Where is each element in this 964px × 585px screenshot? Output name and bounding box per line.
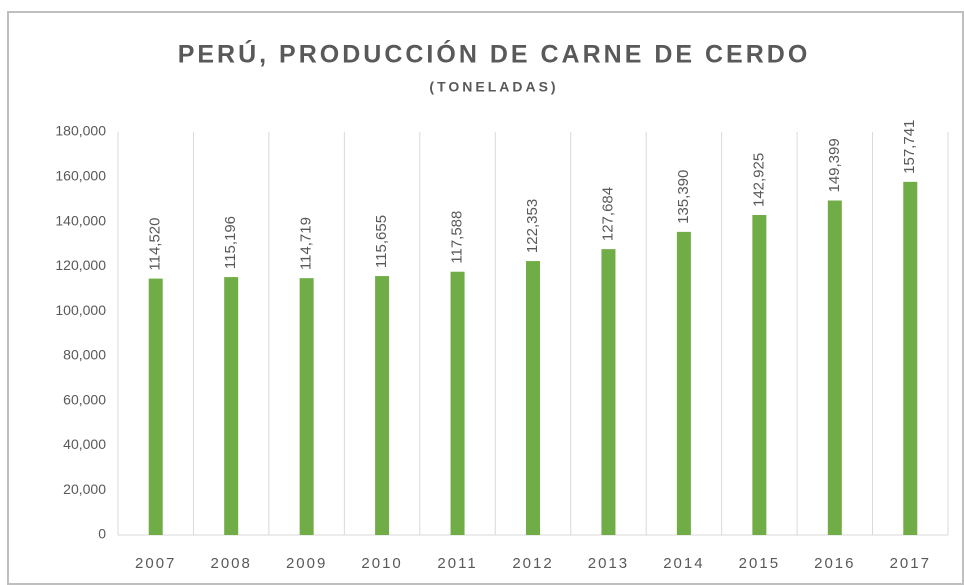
x-tick-label: 2008 [210,555,251,572]
y-tick-label: 80,000 [63,347,106,363]
y-tick-label: 60,000 [63,391,106,407]
value-label: 115,196 [222,216,239,269]
y-tick-label: 0 [98,526,106,542]
bar [903,181,918,535]
bar [148,278,163,535]
x-tick-label: 2013 [588,555,629,572]
value-label: 149,399 [826,138,843,192]
y-tick-label: 100,000 [55,302,106,318]
bar [601,249,616,536]
bar [450,271,465,535]
x-tick-label: 2016 [814,555,855,572]
x-tick-label: 2014 [663,555,704,572]
y-tick-label: 180,000 [55,123,106,139]
value-label: 135,390 [675,170,692,224]
value-label: 117,588 [449,211,466,264]
x-tick-label: 2009 [286,555,327,572]
x-tick-label: 2015 [739,555,780,572]
bar [375,276,390,535]
y-tick-label: 20,000 [63,481,106,497]
bar [299,278,314,535]
bar [224,277,239,535]
y-tick-label: 140,000 [55,212,106,228]
x-tick-label: 2010 [361,555,402,572]
y-tick-label: 160,000 [55,167,106,183]
value-label: 114,520 [147,217,164,270]
x-tick-label: 2011 [437,555,477,572]
x-tick-label: 2012 [512,555,553,572]
value-label: 114,719 [298,217,315,270]
bar [752,215,767,535]
bar [676,231,691,535]
value-label: 127,684 [599,187,616,241]
value-label: 122,353 [524,199,541,253]
value-label: 142,925 [750,153,767,207]
value-label: 157,741 [901,120,918,174]
bar [827,200,842,535]
chart-title: PERÚ, PRODUCCIÓN DE CARNE DE CERDO [178,39,811,69]
chart-subtitle: (TONELADAS) [429,79,558,95]
x-tick-label: 2007 [135,555,176,572]
y-tick-label: 120,000 [55,257,106,273]
chart-frame [7,11,964,585]
bar [526,261,540,535]
value-label: 115,655 [373,215,390,268]
y-tick-label: 40,000 [63,436,106,452]
x-tick-label: 2017 [890,555,931,572]
